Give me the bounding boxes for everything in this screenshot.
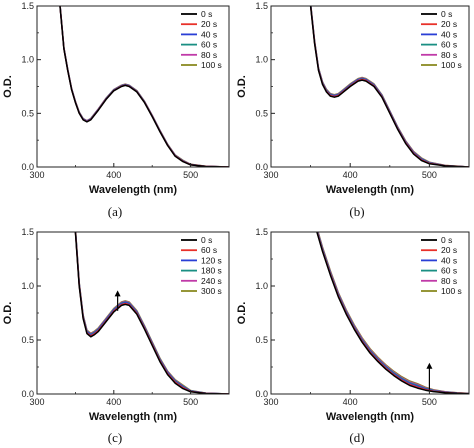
series-line (309, 6, 469, 167)
y-tick-label: 1.0 (255, 55, 268, 65)
trend-arrow-head (114, 290, 121, 297)
trend-arrow-head (426, 362, 433, 369)
x-tick-label: 500 (183, 397, 198, 407)
y-tick-label: 1.0 (255, 281, 268, 291)
y-tick-label: 0.5 (255, 335, 268, 345)
x-axis-label: Wavelength (nm) (326, 184, 415, 196)
y-tick-label: 1.5 (21, 1, 34, 11)
plot-frame (270, 5, 470, 168)
y-tick-label: 1.0 (21, 55, 34, 65)
x-tick-label: 300 (29, 170, 44, 180)
legend-entry: 40 s (441, 29, 457, 39)
x-tick-label: 300 (29, 397, 44, 407)
x-tick-label: 500 (422, 397, 437, 407)
y-tick-label: 0.0 (21, 162, 34, 172)
y-tick-label: 1.0 (21, 281, 34, 291)
legend-entry: 40 s (441, 255, 457, 265)
y-axis-label: O.D. (2, 302, 14, 325)
x-axis-label: Wavelength (nm) (89, 184, 178, 196)
legend-entry: 100 s (201, 60, 222, 70)
panel-label: (b) (349, 204, 364, 219)
y-tick-label: 1.5 (255, 1, 268, 11)
series-line (74, 232, 229, 394)
x-tick-label: 300 (263, 397, 278, 407)
series-group (309, 6, 469, 167)
series-group (316, 232, 469, 394)
panel-label: (c) (108, 430, 122, 445)
legend-entry: 180 s (201, 266, 222, 276)
chart-panel: 0.0 0.5 1.0 1.5 300 400 500 Wavelength (nm) O.D.… (2, 1, 230, 219)
legend-entry: 100 s (441, 60, 462, 70)
y-axis-label: O.D. (236, 302, 248, 325)
y-tick-label: 0.5 (21, 108, 34, 118)
legend-entry: 20 s (441, 19, 457, 29)
legend-entry: 0 s (201, 235, 212, 245)
legend-entry: 20 s (201, 19, 217, 29)
legend-entry: 120 s (201, 255, 222, 265)
y-axis-label: O.D. (2, 75, 14, 98)
legend-entry: 60 s (201, 40, 217, 50)
y-tick-label: 0.5 (255, 108, 268, 118)
y-axis-label: O.D. (236, 75, 248, 98)
plot-frame (270, 231, 470, 395)
series-group (59, 6, 229, 167)
legend-entry: 80 s (201, 50, 217, 60)
y-tick-label: 0.0 (21, 389, 34, 399)
y-tick-label: 0.5 (21, 335, 34, 345)
chart-panel: 0.0 0.5 1.0 1.5 300 400 500 Wavelength (nm) O.D.… (236, 1, 470, 219)
chart-panel: 0.0 0.5 1.0 1.5 300 400 500 Wavelength (nm) O.D.… (2, 227, 230, 445)
legend-entry: 0 s (441, 235, 452, 245)
legend-entry: 0 s (201, 9, 212, 19)
x-tick-label: 400 (343, 397, 358, 407)
series-group (74, 232, 229, 394)
x-tick-label: 500 (183, 170, 198, 180)
x-tick-label: 400 (106, 170, 121, 180)
x-tick-label: 300 (263, 170, 278, 180)
legend-entry: 20 s (441, 245, 457, 255)
x-axis-label: Wavelength (nm) (326, 411, 415, 423)
legend-entry: 60 s (201, 245, 217, 255)
x-tick-label: 500 (422, 170, 437, 180)
legend-entry: 300 s (201, 286, 222, 296)
legend-entry: 80 s (441, 50, 457, 60)
legend-entry: 100 s (441, 286, 462, 296)
legend-entry: 0 s (441, 9, 452, 19)
panel-label: (a) (108, 204, 122, 219)
legend-entry: 60 s (441, 40, 457, 50)
y-tick-label: 0.0 (255, 389, 268, 399)
legend-entry: 240 s (201, 276, 222, 286)
legend-entry: 40 s (201, 29, 217, 39)
legend-entry: 80 s (441, 276, 457, 286)
y-tick-label: 1.5 (255, 227, 268, 237)
legend-entry: 60 s (441, 266, 457, 276)
series-line (59, 6, 229, 167)
y-tick-label: 0.0 (255, 162, 268, 172)
series-line (316, 232, 469, 394)
y-tick-label: 1.5 (21, 227, 34, 237)
chart-panel: 0.0 0.5 1.0 1.5 300 400 500 Wavelength (nm) O.D.… (236, 227, 470, 445)
x-axis-label: Wavelength (nm) (89, 411, 178, 423)
x-tick-label: 400 (106, 397, 121, 407)
x-tick-label: 400 (343, 170, 358, 180)
panel-label: (d) (349, 430, 364, 445)
